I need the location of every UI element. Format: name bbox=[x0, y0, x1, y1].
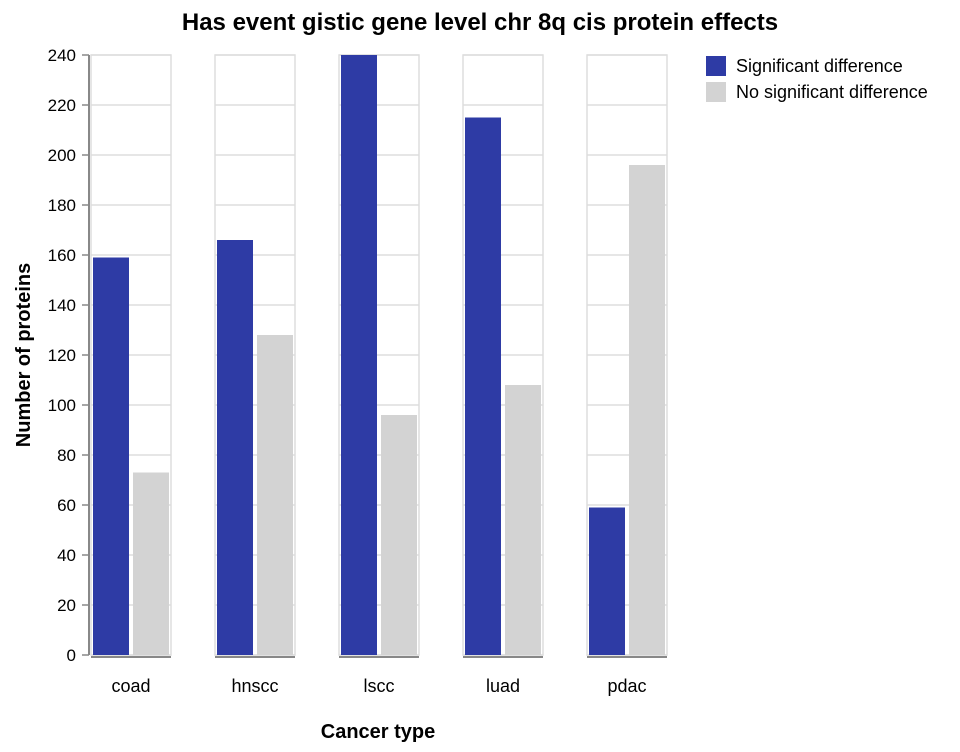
y-tick-label: 120 bbox=[48, 346, 76, 365]
y-tick-label: 100 bbox=[48, 396, 76, 415]
y-axis: 0 20 40 60 80 100 120 140 160 180 200 220 240 bbox=[48, 46, 90, 665]
bar-hnscc-significant bbox=[217, 240, 253, 655]
bar-luad-not-significant bbox=[505, 385, 541, 655]
bar-luad-significant bbox=[465, 117, 501, 655]
bar-lscc-significant bbox=[341, 55, 377, 655]
y-tick-label: 140 bbox=[48, 296, 76, 315]
legend-item: Significant difference bbox=[706, 56, 903, 76]
panel-hnscc: hnscc bbox=[214, 54, 296, 696]
y-tick-label: 60 bbox=[57, 496, 76, 515]
legend-swatch bbox=[706, 56, 726, 76]
bar-coad-not-significant bbox=[133, 472, 169, 655]
x-axis-title: Cancer type bbox=[321, 721, 436, 743]
legend-swatch bbox=[706, 82, 726, 102]
bar-lscc-not-significant bbox=[381, 415, 417, 655]
category-label: lscc bbox=[364, 676, 395, 696]
bar-hnscc-not-significant bbox=[257, 335, 293, 655]
legend-label: No significant difference bbox=[736, 82, 928, 102]
bar-pdac-significant bbox=[589, 507, 625, 655]
legend: Significant difference No significant dif… bbox=[706, 56, 928, 102]
category-label: pdac bbox=[607, 676, 646, 696]
bar-coad-significant bbox=[93, 257, 129, 655]
category-label: hnscc bbox=[231, 676, 278, 696]
y-tick-label: 80 bbox=[57, 446, 76, 465]
y-tick-label: 200 bbox=[48, 146, 76, 165]
category-label: coad bbox=[111, 676, 150, 696]
y-tick-label: 0 bbox=[67, 646, 76, 665]
panel-pdac: pdac bbox=[586, 54, 668, 696]
panel-coad: coad bbox=[90, 54, 172, 696]
y-tick-label: 220 bbox=[48, 96, 76, 115]
legend-label: Significant difference bbox=[736, 56, 903, 76]
panel-luad: luad bbox=[462, 54, 544, 696]
y-tick-label: 20 bbox=[57, 596, 76, 615]
chart-panels: coad hnscc lscc luad pdac bbox=[90, 54, 668, 696]
panel-lscc: lscc bbox=[338, 54, 420, 696]
legend-item: No significant difference bbox=[706, 82, 928, 102]
y-tick-label: 160 bbox=[48, 246, 76, 265]
y-tick-label: 40 bbox=[57, 546, 76, 565]
bar-pdac-not-significant bbox=[629, 165, 665, 655]
category-label: luad bbox=[486, 676, 520, 696]
chart-title: Has event gistic gene level chr 8q cis p… bbox=[182, 9, 778, 36]
y-axis-title: Number of proteins bbox=[13, 263, 35, 447]
y-tick-label: 180 bbox=[48, 196, 76, 215]
y-tick-label: 240 bbox=[48, 46, 76, 65]
